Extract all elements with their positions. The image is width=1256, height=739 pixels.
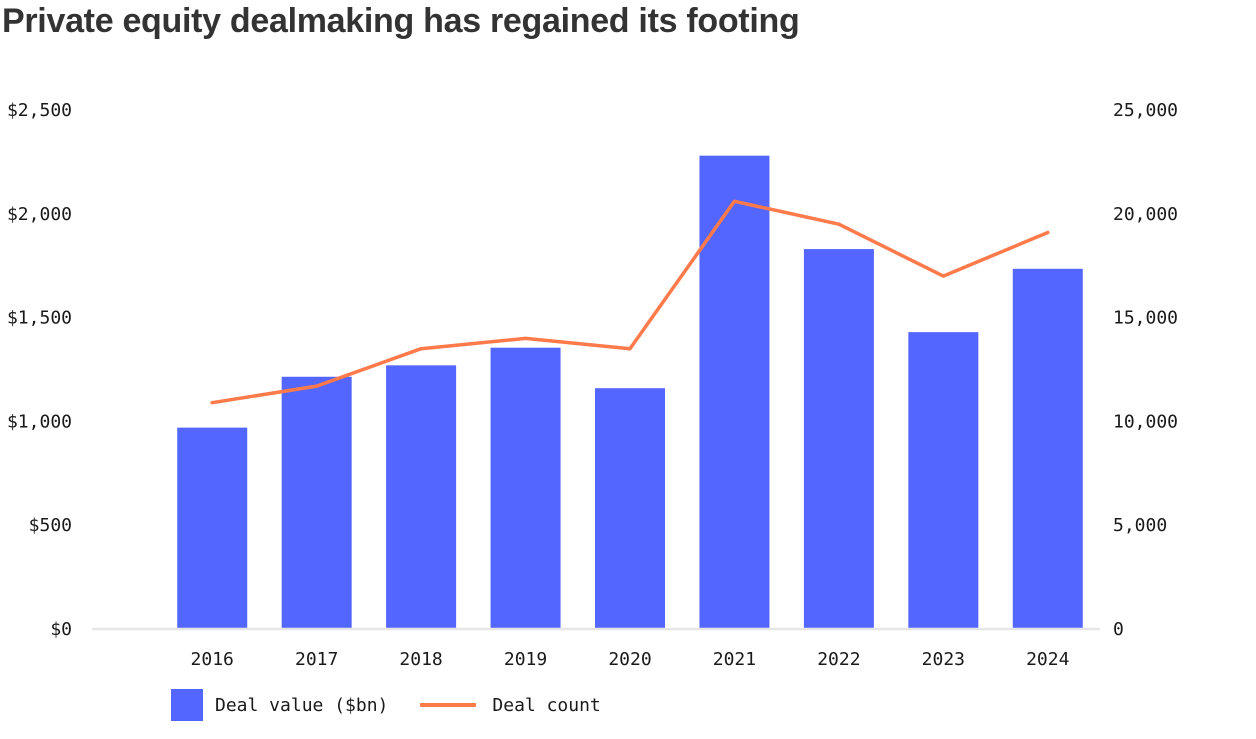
deal-count-line-swatch: [420, 703, 477, 707]
bar-2018: [386, 365, 457, 629]
bar-2021: [699, 155, 770, 629]
legend-label-deal-count: Deal count: [492, 694, 601, 716]
legend: Deal value ($bn) Deal count: [171, 689, 601, 721]
x-tick-label: 2024: [1026, 649, 1069, 670]
left-tick-label: $2,500: [7, 100, 72, 121]
bar-2020: [595, 388, 665, 629]
bar-2017: [281, 376, 352, 629]
left-tick-label: $1,000: [7, 411, 72, 432]
deal-value-swatch: [171, 689, 203, 721]
bar-2024: [1012, 268, 1083, 629]
x-tick-label: 2021: [713, 649, 756, 670]
right-tick-label: 15,000: [1113, 308, 1178, 329]
x-tick-label: 2023: [922, 649, 965, 670]
left-tick-label: $500: [29, 515, 72, 536]
right-tick-label: 0: [1113, 619, 1124, 640]
x-tick-label: 2019: [504, 649, 547, 670]
right-tick-label: 25,000: [1113, 100, 1178, 121]
chart-title: Private equity dealmaking has regained i…: [2, 2, 800, 40]
bar-2019: [490, 347, 561, 629]
right-tick-label: 5,000: [1113, 515, 1167, 536]
left-tick-label: $0: [50, 619, 72, 640]
x-tick-label: 2020: [608, 649, 651, 670]
bar-2023: [908, 332, 979, 629]
deal-value-bars: [177, 155, 1083, 630]
x-tick-label: 2018: [399, 649, 442, 670]
right-y-axis: 0 5,000 10,000 15,000 20,000 25,000: [1113, 100, 1178, 640]
legend-label-deal-value: Deal value ($bn): [215, 694, 389, 716]
legend-item-deal-value: Deal value ($bn): [171, 689, 388, 721]
right-tick-label: 10,000: [1113, 411, 1178, 432]
bar-2022: [803, 249, 874, 630]
legend-item-deal-count: Deal count: [420, 694, 601, 716]
right-tick-label: 20,000: [1113, 204, 1178, 225]
x-tick-label: 2022: [817, 649, 860, 670]
x-tick-label: 2016: [191, 649, 234, 670]
left-tick-label: $2,000: [7, 204, 72, 225]
left-tick-label: $1,500: [7, 308, 72, 329]
deal-count-polyline: [210, 199, 1050, 405]
x-tick-label: 2017: [295, 649, 338, 670]
left-y-axis: $0 $500 $1,000 $1,500 $2,000 $2,500: [7, 100, 72, 640]
deal-count-line: [210, 199, 1050, 405]
x-axis: 2016 2017 2018 2019 2020 2021 2022 2023 2024: [191, 649, 1070, 670]
bar-2016: [177, 427, 248, 629]
